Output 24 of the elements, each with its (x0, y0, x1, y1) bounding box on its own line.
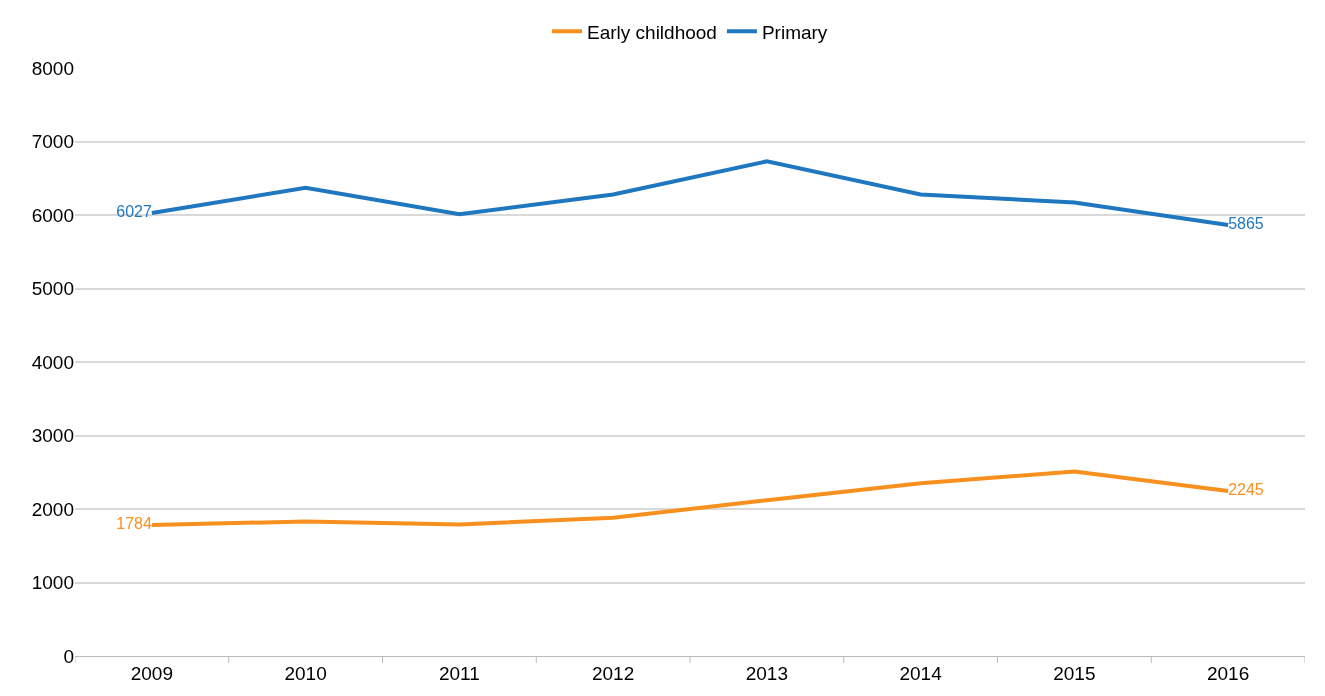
legend-label: Early childhood (587, 21, 717, 43)
x-tick-label: 2015 (1053, 662, 1096, 684)
y-tick-label: 5000 (31, 278, 74, 300)
data-label: 2245 (1228, 480, 1264, 498)
x-tick-label: 2011 (438, 662, 480, 684)
legend-label: Primary (761, 21, 828, 43)
x-tick-label: 2014 (899, 662, 943, 684)
y-tick-label: 7000 (31, 131, 74, 153)
data-label: 1784 (116, 514, 152, 532)
y-tick-label: 8000 (31, 57, 74, 79)
y-tick-label: 1000 (31, 572, 74, 594)
y-tick-label: 6000 (31, 204, 74, 226)
x-tick-label: 2013 (745, 662, 789, 684)
x-tick-label: 2010 (284, 662, 327, 684)
y-tick-label: 0 (63, 645, 74, 667)
data-label: 5865 (1228, 214, 1264, 232)
x-tick-label: 2012 (591, 662, 635, 684)
line-series (149, 159, 1231, 227)
y-tick-label: 2000 (31, 498, 74, 520)
y-tick-label: 4000 (31, 351, 74, 373)
data-label: 6027 (116, 203, 152, 221)
x-tick-label: 2009 (130, 662, 174, 684)
x-tick-label: 2016 (1206, 662, 1250, 684)
y-tick-label: 3000 (31, 425, 74, 447)
